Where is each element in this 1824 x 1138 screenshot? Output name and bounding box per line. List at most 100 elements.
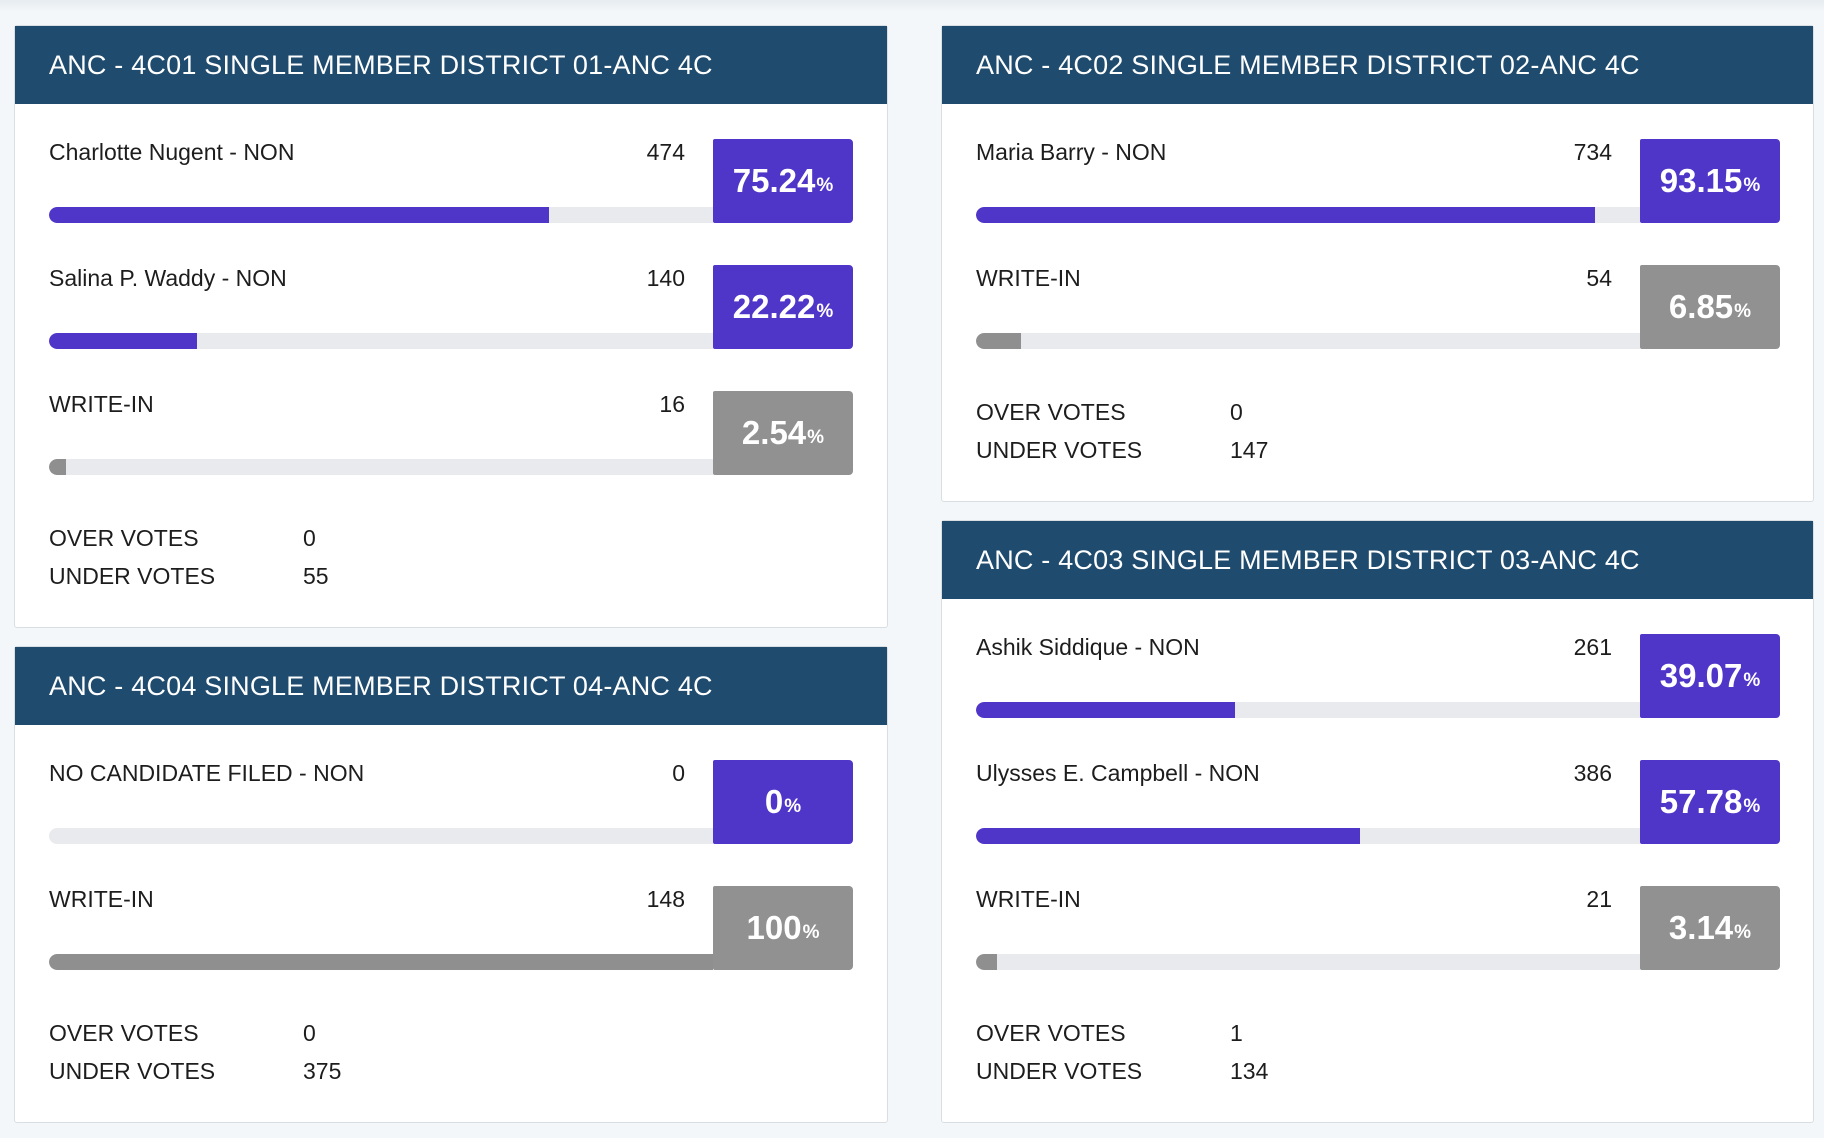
vote-bar-fill bbox=[976, 333, 1022, 349]
vote-bar-fill bbox=[976, 954, 997, 970]
vote-bar-fill bbox=[976, 702, 1236, 718]
candidate-name: WRITE-IN bbox=[49, 391, 154, 417]
percent-value: 22.22 bbox=[732, 288, 816, 325]
percent-value: 3.14 bbox=[1668, 909, 1734, 946]
candidate-row: Salina P. Waddy - NON 140 22.22% bbox=[49, 265, 853, 351]
percent-value: 100 bbox=[746, 909, 802, 946]
percent-badge: 39.07% bbox=[1640, 634, 1780, 718]
candidate-row: WRITE-IN 16 2.54% bbox=[49, 391, 853, 477]
candidate-name: Ashik Siddique - NON bbox=[976, 634, 1200, 660]
over-votes-label: OVER VOTES bbox=[49, 1020, 199, 1046]
percent-value: 0 bbox=[764, 783, 784, 820]
percent-badge: 6.85% bbox=[1640, 265, 1780, 349]
vote-bar-track bbox=[49, 828, 713, 844]
vote-bar-fill bbox=[49, 459, 66, 475]
vote-bar-track bbox=[976, 828, 1640, 844]
vote-bar-track bbox=[976, 333, 1640, 349]
vote-bar-track bbox=[49, 333, 713, 349]
over-votes-value: 0 bbox=[303, 525, 316, 551]
candidate-row: WRITE-IN 21 3.14% bbox=[976, 886, 1780, 972]
percent-badge: 0% bbox=[713, 760, 853, 844]
candidate-name: WRITE-IN bbox=[976, 886, 1081, 912]
percent-value: 2.54 bbox=[741, 414, 807, 451]
vote-bar-track bbox=[49, 954, 713, 970]
percent-badge: 22.22% bbox=[713, 265, 853, 349]
top-shade bbox=[0, 0, 1824, 12]
candidate-row: Ashik Siddique - NON 261 39.07% bbox=[976, 634, 1780, 720]
contest-title: ANC - 4C04 SINGLE MEMBER DISTRICT 04-ANC… bbox=[15, 647, 887, 725]
candidate-name: Salina P. Waddy - NON bbox=[49, 265, 287, 291]
percent-sign: % bbox=[1743, 174, 1761, 196]
over-votes-value: 0 bbox=[303, 1020, 316, 1046]
over-votes-label: OVER VOTES bbox=[976, 1020, 1126, 1046]
candidate-name: WRITE-IN bbox=[976, 265, 1081, 291]
under-votes-label: UNDER VOTES bbox=[976, 437, 1143, 463]
over-votes-value: 0 bbox=[1230, 399, 1243, 425]
vote-bar-fill bbox=[976, 207, 1595, 223]
percent-sign: % bbox=[816, 174, 834, 196]
candidate-votes: 0 bbox=[672, 760, 685, 786]
percent-badge: 57.78% bbox=[1640, 760, 1780, 844]
percent-badge: 2.54% bbox=[713, 391, 853, 475]
candidate-name: Charlotte Nugent - NON bbox=[49, 139, 295, 165]
candidate-row: Charlotte Nugent - NON 474 75.24% bbox=[49, 139, 853, 225]
contest-card-4c03: ANC - 4C03 SINGLE MEMBER DISTRICT 03-ANC… bbox=[941, 520, 1814, 1123]
percent-sign: % bbox=[1734, 300, 1752, 322]
under-votes-label: UNDER VOTES bbox=[49, 1058, 216, 1084]
vote-bar-fill bbox=[49, 954, 713, 970]
vote-bar-track bbox=[49, 207, 713, 223]
vote-bar-fill bbox=[976, 828, 1360, 844]
percent-sign: % bbox=[784, 795, 802, 817]
candidate-votes: 474 bbox=[646, 139, 685, 165]
over-votes-value: 1 bbox=[1230, 1020, 1243, 1046]
percent-badge: 93.15% bbox=[1640, 139, 1780, 223]
over-votes-label: OVER VOTES bbox=[49, 525, 199, 551]
percent-badge: 75.24% bbox=[713, 139, 853, 223]
percent-sign: % bbox=[807, 426, 825, 448]
percent-value: 93.15 bbox=[1659, 162, 1743, 199]
under-votes-value: 134 bbox=[1230, 1058, 1269, 1084]
percent-value: 75.24 bbox=[732, 162, 816, 199]
candidate-row: NO CANDIDATE FILED - NON 0 0% bbox=[49, 760, 853, 846]
candidate-votes: 140 bbox=[646, 265, 685, 291]
percent-sign: % bbox=[816, 300, 834, 322]
vote-bar-track bbox=[976, 954, 1640, 970]
candidate-votes: 261 bbox=[1573, 634, 1612, 660]
candidate-name: Ulysses E. Campbell - NON bbox=[976, 760, 1260, 786]
percent-badge: 3.14% bbox=[1640, 886, 1780, 970]
under-votes-value: 55 bbox=[303, 563, 329, 589]
under-votes-value: 375 bbox=[303, 1058, 342, 1084]
percent-value: 6.85 bbox=[1668, 288, 1734, 325]
candidate-votes: 16 bbox=[659, 391, 685, 417]
under-votes-label: UNDER VOTES bbox=[49, 563, 216, 589]
vote-bar-fill bbox=[49, 207, 549, 223]
over-votes-label: OVER VOTES bbox=[976, 399, 1126, 425]
candidate-row: Maria Barry - NON 734 93.15% bbox=[976, 139, 1780, 225]
percent-sign: % bbox=[1743, 795, 1761, 817]
candidate-votes: 386 bbox=[1573, 760, 1612, 786]
candidate-votes: 148 bbox=[646, 886, 685, 912]
candidate-row: WRITE-IN 54 6.85% bbox=[976, 265, 1780, 351]
percent-badge: 100% bbox=[713, 886, 853, 970]
candidate-name: Maria Barry - NON bbox=[976, 139, 1167, 165]
vote-bar-track bbox=[976, 207, 1640, 223]
contest-title: ANC - 4C03 SINGLE MEMBER DISTRICT 03-ANC… bbox=[942, 521, 1813, 599]
contest-title: ANC - 4C02 SINGLE MEMBER DISTRICT 02-ANC… bbox=[942, 26, 1813, 104]
vote-bar-fill bbox=[49, 333, 197, 349]
candidate-row: WRITE-IN 148 100% bbox=[49, 886, 853, 972]
vote-bar-track bbox=[49, 459, 713, 475]
candidate-votes: 54 bbox=[1586, 265, 1612, 291]
percent-sign: % bbox=[1734, 921, 1752, 943]
percent-value: 39.07 bbox=[1659, 657, 1743, 694]
under-votes-label: UNDER VOTES bbox=[976, 1058, 1143, 1084]
percent-sign: % bbox=[1743, 669, 1761, 691]
contest-card-4c01: ANC - 4C01 SINGLE MEMBER DISTRICT 01-ANC… bbox=[14, 25, 888, 628]
candidate-votes: 734 bbox=[1573, 139, 1612, 165]
contest-card-4c04: ANC - 4C04 SINGLE MEMBER DISTRICT 04-ANC… bbox=[14, 646, 888, 1123]
candidate-votes: 21 bbox=[1586, 886, 1612, 912]
candidate-row: Ulysses E. Campbell - NON 386 57.78% bbox=[976, 760, 1780, 846]
under-votes-value: 147 bbox=[1230, 437, 1269, 463]
contest-title: ANC - 4C01 SINGLE MEMBER DISTRICT 01-ANC… bbox=[15, 26, 887, 104]
candidate-name: NO CANDIDATE FILED - NON bbox=[49, 760, 365, 786]
contest-card-4c02: ANC - 4C02 SINGLE MEMBER DISTRICT 02-ANC… bbox=[941, 25, 1814, 502]
